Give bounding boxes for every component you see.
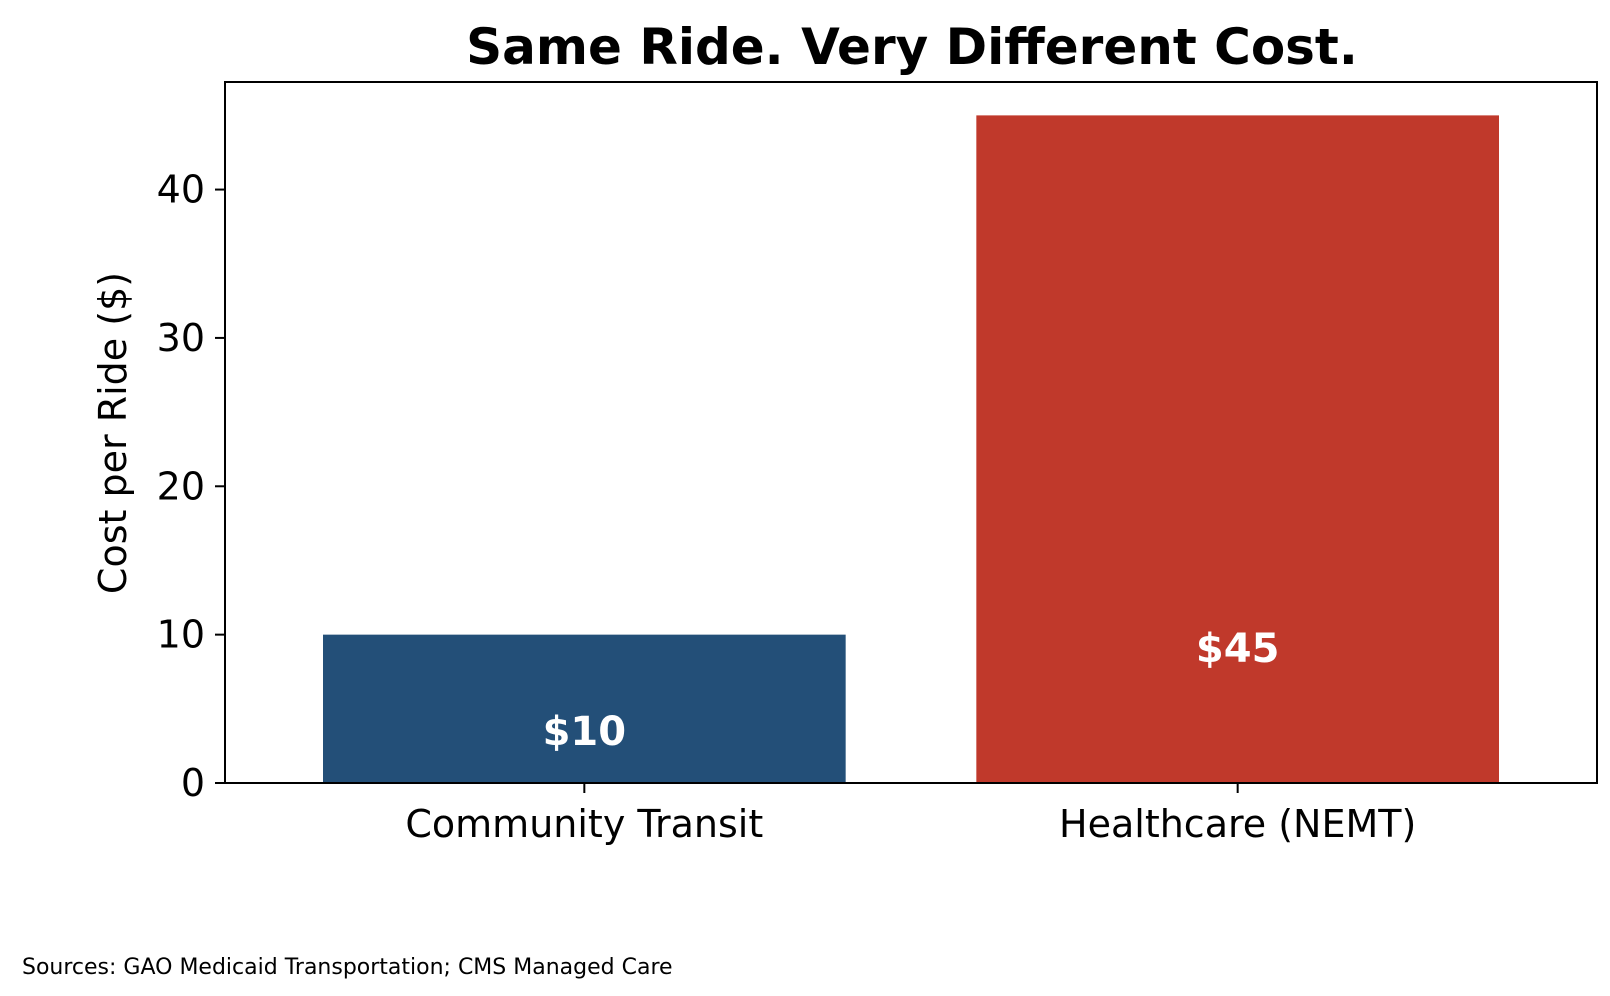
bar: [323, 634, 846, 783]
x-tick-label: Healthcare (NEMT): [1059, 802, 1416, 846]
bar: [976, 115, 1499, 783]
y-axis: 0 10 20 30 40: [157, 168, 225, 805]
bar-value-label: $45: [1196, 626, 1280, 672]
bars-layer: [323, 115, 1499, 783]
source-note: Sources: GAO Medicaid Transportation; CM…: [22, 955, 673, 980]
y-tick-label: 20: [157, 464, 205, 508]
y-tick-label: 10: [157, 613, 205, 657]
y-tick-label: 0: [181, 761, 205, 805]
y-tick-label: 30: [157, 316, 205, 360]
y-tick-label: 40: [157, 168, 205, 212]
bar-labels-layer: $10 $45: [543, 626, 1280, 755]
chart-title: Same Ride. Very Different Cost.: [466, 18, 1358, 76]
plot-frame: [224, 81, 1598, 784]
bar-value-label: $10: [543, 709, 627, 755]
y-axis-label: Cost per Ride ($): [91, 272, 135, 594]
x-tick-label: Community Transit: [405, 802, 763, 846]
x-axis: Community Transit Healthcare (NEMT): [405, 783, 1416, 846]
